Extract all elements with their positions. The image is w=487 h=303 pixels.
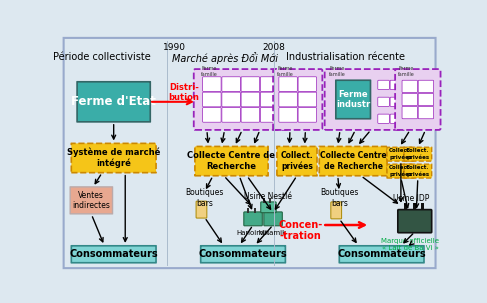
Text: Usine IDP: Usine IDP [393,194,429,203]
Text: Collecte Centre de
Recherche: Collecte Centre de Recherche [187,152,276,171]
FancyBboxPatch shape [196,201,207,218]
Text: 1990: 1990 [163,42,186,52]
Text: 2008: 2008 [262,42,285,52]
Text: Consommateurs: Consommateurs [337,249,426,259]
Text: Système de marché
intégré: Système de marché intégré [67,148,160,168]
FancyBboxPatch shape [298,92,317,107]
FancyBboxPatch shape [222,92,241,107]
FancyBboxPatch shape [264,212,282,226]
Bar [269,198,271,203]
FancyBboxPatch shape [71,143,156,173]
FancyBboxPatch shape [402,80,417,93]
FancyBboxPatch shape [378,114,389,123]
Text: Boutiques
bars: Boutiques bars [320,188,358,208]
Text: Consommateurs: Consommateurs [199,249,287,259]
FancyBboxPatch shape [387,164,415,178]
Text: Usine Nestlé: Usine Nestlé [244,192,293,201]
FancyBboxPatch shape [241,92,260,107]
Text: Collect.
privées: Collect. privées [389,148,412,160]
FancyBboxPatch shape [194,69,288,130]
FancyBboxPatch shape [71,246,156,263]
FancyBboxPatch shape [261,77,279,92]
FancyBboxPatch shape [279,108,298,122]
FancyBboxPatch shape [325,69,405,130]
Text: Collect.
privées: Collect. privées [406,165,430,177]
FancyBboxPatch shape [418,93,433,106]
FancyBboxPatch shape [70,187,112,214]
FancyBboxPatch shape [261,202,276,213]
FancyBboxPatch shape [331,202,341,219]
Text: Boutiques
bars: Boutiques bars [186,188,224,208]
FancyBboxPatch shape [387,147,415,161]
FancyBboxPatch shape [378,80,389,89]
FancyBboxPatch shape [398,210,431,233]
FancyBboxPatch shape [378,97,389,106]
FancyBboxPatch shape [77,82,150,122]
Text: Hanoimik: Hanoimik [237,230,270,236]
Text: Ventes
indirectes: Ventes indirectes [73,191,110,210]
FancyBboxPatch shape [404,164,431,178]
FancyBboxPatch shape [241,108,260,122]
Bar [421,203,424,210]
FancyBboxPatch shape [273,69,322,130]
Text: Collecte Centre
de Recherche: Collecte Centre de Recherche [320,152,387,171]
FancyBboxPatch shape [222,77,241,92]
Bar [254,208,256,213]
FancyBboxPatch shape [279,92,298,107]
FancyBboxPatch shape [404,147,431,161]
FancyBboxPatch shape [241,77,260,92]
Text: Concen-
-tration: Concen- -tration [279,220,323,241]
Bar [263,198,265,203]
Text: Marque officielle
« Lait de Ba Vi »: Marque officielle « Lait de Ba Vi » [381,238,439,251]
Bar [247,208,249,213]
FancyBboxPatch shape [201,246,285,263]
FancyBboxPatch shape [339,246,424,263]
FancyBboxPatch shape [277,146,317,176]
Text: Ferme
famille: Ferme famille [329,66,345,77]
Bar [267,208,269,213]
FancyBboxPatch shape [222,108,241,122]
FancyBboxPatch shape [336,80,371,119]
FancyBboxPatch shape [279,77,298,92]
FancyBboxPatch shape [418,80,433,93]
Text: Distri-
bution: Distri- bution [169,83,199,102]
FancyBboxPatch shape [390,114,402,123]
Text: Marché après Đổi Mới: Marché après Đổi Mới [172,52,278,64]
FancyBboxPatch shape [390,80,402,89]
FancyBboxPatch shape [203,108,221,122]
Text: Ferme
industr: Ferme industr [336,90,370,109]
Text: Ferme
famille: Ferme famille [201,66,218,77]
FancyBboxPatch shape [298,77,317,92]
Bar [413,203,416,210]
Text: Industrialisation récente: Industrialisation récente [286,52,405,62]
Bar [274,208,276,213]
FancyBboxPatch shape [298,108,317,122]
FancyBboxPatch shape [195,146,268,176]
FancyBboxPatch shape [319,146,387,176]
Text: Vinamik: Vinamik [259,230,287,236]
FancyBboxPatch shape [203,77,221,92]
FancyBboxPatch shape [402,106,417,119]
FancyBboxPatch shape [244,212,262,226]
Text: Ferme d'Etat: Ferme d'Etat [71,95,156,108]
Text: Collect.
privées: Collect. privées [281,151,313,171]
Text: Ferme
famille: Ferme famille [398,66,415,77]
FancyBboxPatch shape [418,106,433,119]
Text: Période collectiviste: Période collectiviste [53,52,150,62]
Text: Collect.
privées: Collect. privées [406,148,430,160]
FancyBboxPatch shape [395,69,441,130]
FancyBboxPatch shape [203,92,221,107]
FancyBboxPatch shape [390,97,402,106]
Text: Collect.
privées: Collect. privées [389,165,412,177]
Text: Consommateurs: Consommateurs [69,249,158,259]
FancyBboxPatch shape [261,108,279,122]
Bar [404,203,407,210]
FancyBboxPatch shape [261,92,279,107]
Text: Ferme
famille: Ferme famille [277,66,294,77]
FancyBboxPatch shape [402,93,417,106]
